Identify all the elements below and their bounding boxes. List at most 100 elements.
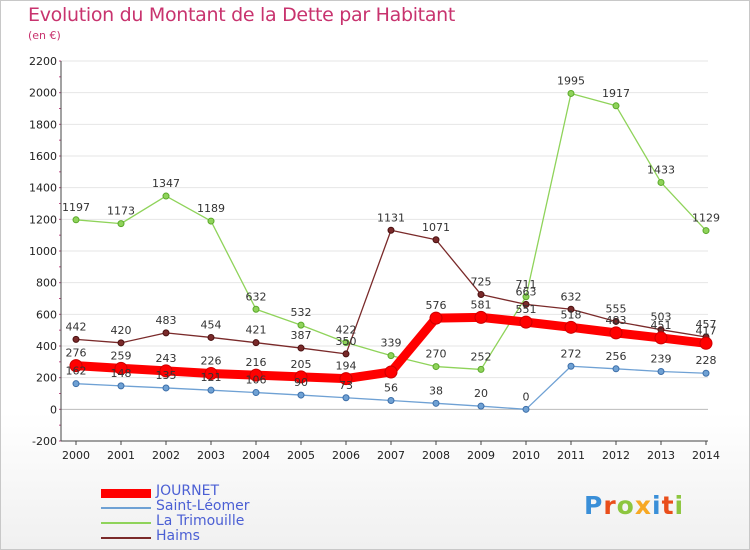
data-point (72, 335, 80, 343)
data-point (297, 391, 305, 399)
data-label: 272 (561, 347, 582, 360)
data-point (207, 386, 215, 394)
data-point (387, 226, 395, 234)
data-label: 276 (66, 347, 87, 360)
data-label: 252 (471, 350, 492, 363)
data-label: 420 (111, 324, 132, 337)
x-tick-label: 2011 (557, 449, 585, 462)
data-point (387, 396, 395, 404)
data-label: 483 (606, 314, 627, 327)
data-point (699, 336, 713, 350)
data-label: 148 (111, 367, 132, 380)
data-point (339, 372, 353, 386)
x-tick-label: 2013 (647, 449, 675, 462)
legend-label: Saint-Léomer (156, 498, 250, 514)
data-label: 350 (336, 335, 357, 348)
data-point (72, 380, 80, 388)
data-label: 56 (384, 381, 398, 394)
data-point (159, 364, 173, 378)
y-tick-label: 600 (36, 308, 57, 321)
y-tick-label: 2000 (29, 87, 57, 100)
x-tick-label: 2008 (422, 449, 450, 462)
data-label: 532 (291, 306, 312, 319)
data-point (384, 365, 398, 379)
data-label: 121 (201, 371, 222, 384)
legend-item: Haims (101, 528, 361, 545)
data-point (522, 293, 530, 301)
data-point (429, 311, 443, 325)
data-label: 1189 (197, 202, 225, 215)
x-tick-label: 2014 (692, 449, 720, 462)
data-point (207, 333, 215, 341)
x-tick-label: 2000 (62, 449, 90, 462)
data-point (519, 315, 533, 329)
data-label: 551 (516, 303, 537, 316)
data-label: 451 (651, 319, 672, 332)
data-label: 256 (606, 350, 627, 363)
data-label: 1129 (692, 212, 720, 225)
data-point (342, 350, 350, 358)
data-label: 20 (474, 387, 488, 400)
y-tick-label: 2200 (29, 55, 57, 68)
x-tick-label: 2001 (107, 449, 135, 462)
data-point (654, 331, 668, 345)
data-point (612, 102, 620, 110)
data-label: 226 (201, 355, 222, 368)
data-label: 663 (516, 285, 537, 298)
data-label: 73 (339, 379, 353, 392)
data-point (474, 310, 488, 324)
x-tick-label: 2012 (602, 449, 630, 462)
y-tick-label: 1000 (29, 245, 57, 258)
data-label: 205 (291, 358, 312, 371)
data-label: 228 (696, 354, 717, 367)
y-tick-label: 0 (50, 403, 57, 416)
data-label: 135 (156, 369, 177, 382)
data-point (477, 365, 485, 373)
data-label: 421 (246, 324, 267, 337)
data-label: 711 (516, 278, 537, 291)
data-point (342, 339, 350, 347)
data-label: 454 (201, 318, 222, 331)
legend-item: JOURNET (101, 483, 361, 500)
data-point (564, 320, 578, 334)
unit-label: (en €) (28, 29, 61, 42)
legend-swatch (101, 522, 151, 524)
x-tick-label: 2010 (512, 449, 540, 462)
data-label: 1131 (377, 211, 405, 224)
data-label: 90 (294, 376, 308, 389)
proxiti-logo: Proxiti (584, 491, 685, 520)
data-point (207, 217, 215, 225)
data-label: 339 (381, 337, 402, 350)
data-label: 38 (429, 384, 443, 397)
data-label: 457 (696, 318, 717, 331)
legend-label: Haims (156, 528, 200, 544)
data-point (477, 402, 485, 410)
y-tick-label: 800 (36, 277, 57, 290)
data-point (432, 236, 440, 244)
data-point (297, 321, 305, 329)
data-label: 270 (426, 348, 447, 361)
data-point (294, 370, 308, 384)
data-point (162, 384, 170, 392)
data-point (432, 363, 440, 371)
x-tick-label: 2003 (197, 449, 225, 462)
y-tick-label: 1200 (29, 213, 57, 226)
y-tick-label: -200 (32, 435, 57, 448)
data-point (252, 339, 260, 347)
legend-swatch (101, 507, 151, 509)
data-label: 555 (606, 302, 627, 315)
data-point (249, 368, 263, 382)
data-point (612, 317, 620, 325)
y-tick-label: 400 (36, 340, 57, 353)
data-label: 422 (336, 324, 357, 337)
data-point (342, 394, 350, 402)
data-label: 387 (291, 329, 312, 342)
data-label: 725 (471, 276, 492, 289)
x-tick-label: 2002 (152, 449, 180, 462)
data-point (252, 389, 260, 397)
data-label: 632 (561, 290, 582, 303)
x-tick-label: 2006 (332, 449, 360, 462)
data-label: 576 (426, 299, 447, 312)
y-tick-label: 200 (36, 372, 57, 385)
data-label: 503 (651, 311, 672, 324)
